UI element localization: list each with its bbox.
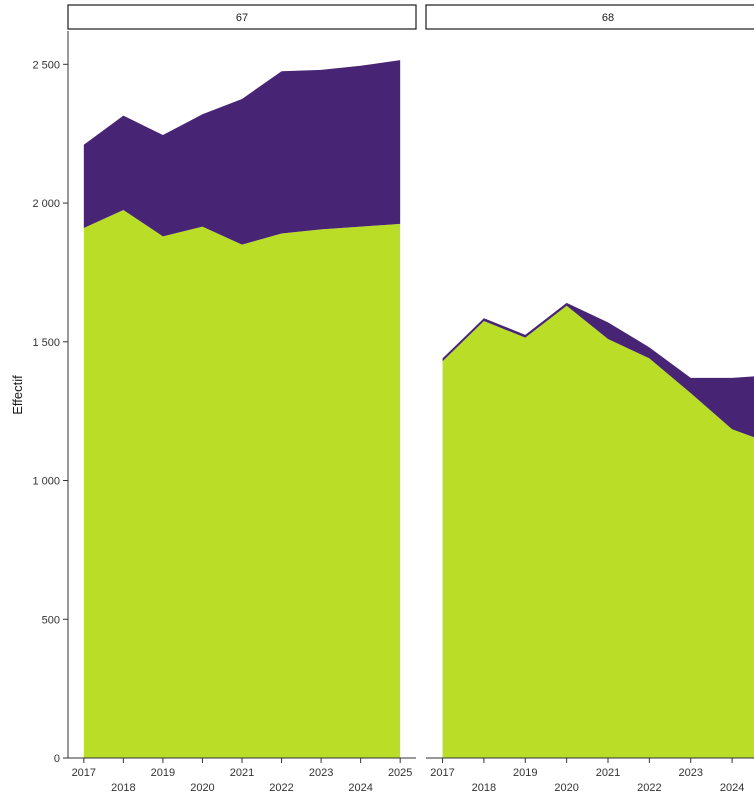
x-tick-label: 2020 [554,782,578,794]
facet-strip [67,4,417,30]
facet-strip-label: 68 [602,12,614,24]
x-tick-label: 2018 [472,782,496,794]
x-tick-label: 2019 [513,767,537,779]
area-series-1 [442,305,754,758]
y-axis-title: Effectif [10,375,25,415]
x-tick-label: 2025 [388,767,412,779]
x-tick-label: 2018 [111,782,135,794]
x-tick-label: 2023 [678,767,702,779]
facet-strip-label: 67 [236,12,248,24]
x-tick-label: 2022 [637,782,661,794]
y-tick-label: 1 000 [32,476,60,488]
y-tick-label: 1 500 [32,337,60,349]
x-tick-label: 2021 [230,767,254,779]
y-tick-label: 500 [42,614,60,626]
x-tick-label: 2021 [596,767,620,779]
x-tick-label: 2017 [430,767,454,779]
y-tick-label: 2 500 [32,59,60,71]
x-tick-label: 2020 [190,782,214,794]
facet-strip [425,4,754,30]
area-series-2 [442,302,754,438]
x-tick-label: 2023 [309,767,333,779]
facet-panel-68: 68201720182019202020212022202320242025 [425,4,754,794]
facet-panel-67: 67 2017 2018 2019 2020 2021 2022 2023 2024 2025 [67,4,417,794]
y-tick-label: 2 000 [32,198,60,210]
x-tick-label: 2017 [72,767,96,779]
x-tick-label: 2024 [720,782,744,794]
x-tick-label: 2019 [151,767,175,779]
area-series-2 [83,60,401,245]
y-tick-label: 0 [54,753,60,765]
x-tick-label: 2022 [269,782,293,794]
area-series-1 [83,209,401,759]
x-tick-label: 2024 [348,782,372,794]
